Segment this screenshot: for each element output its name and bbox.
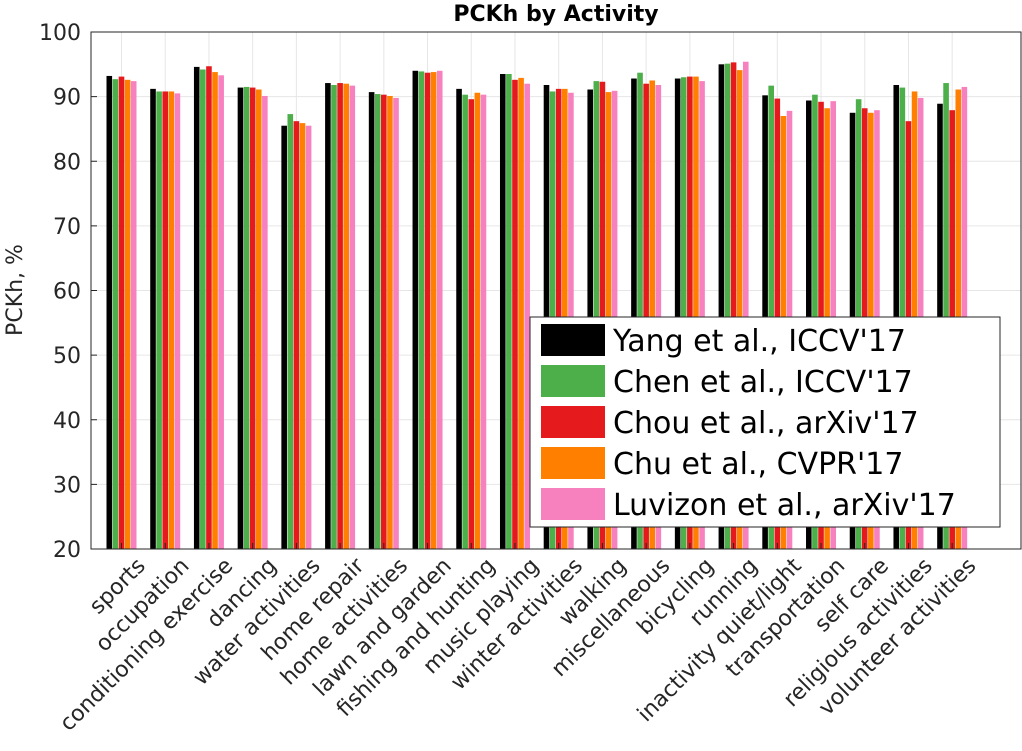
bar: [193, 66, 200, 550]
y-tick-label: 70: [53, 215, 81, 240]
bar: [418, 71, 425, 549]
y-tick-label: 20: [53, 538, 81, 563]
legend-swatch: [541, 365, 605, 397]
bar: [206, 66, 212, 549]
y-tick-label: 90: [53, 86, 81, 111]
y-tick-label: 30: [53, 473, 81, 498]
bar: [462, 94, 468, 549]
y-tick-label: 50: [53, 344, 81, 369]
bar: [424, 72, 431, 550]
legend: Yang et al., ICCV'17 Chen et al., ICCV'17…: [529, 316, 1001, 528]
bar: [299, 123, 306, 549]
bar: [174, 93, 181, 550]
legend-label: Chen et al., ICCV'17: [613, 365, 913, 400]
bar: [718, 64, 725, 549]
bar: [512, 79, 518, 549]
bar: [293, 121, 300, 550]
bar: [412, 70, 419, 550]
bar: [200, 69, 206, 550]
x-tick-label: conditioning exercise: [55, 554, 238, 737]
bar: [287, 114, 294, 549]
bar: [430, 72, 437, 549]
bar: [381, 94, 387, 549]
y-axis-ticks: 20 30 40 50 60 70 80 90 100: [39, 21, 97, 563]
legend-label: Chu et al., CVPR'17: [613, 447, 903, 482]
bar: [325, 83, 331, 550]
bar: [343, 83, 349, 549]
legend-swatch: [541, 406, 605, 438]
bar: [218, 75, 224, 549]
y-tick-label: 40: [53, 409, 81, 434]
bar: [112, 79, 119, 550]
bar: [943, 83, 949, 550]
y-axis-label: PCKh, %: [3, 244, 28, 336]
bar: [249, 87, 256, 549]
bar: [150, 88, 156, 550]
bar: [599, 81, 606, 549]
bar: [305, 125, 312, 550]
bar: [387, 95, 393, 549]
bar: [262, 95, 268, 549]
bar: [693, 76, 699, 549]
bar: [168, 91, 175, 549]
legend-label: Yang et al., ICCV'17: [612, 324, 906, 359]
bar: [637, 72, 643, 550]
bar: [106, 75, 113, 549]
bar: [730, 62, 737, 549]
bar: [593, 81, 600, 550]
bar: [680, 77, 687, 550]
bar: [130, 81, 137, 550]
bar: [499, 74, 506, 549]
bar: [156, 91, 162, 549]
legend-swatch: [541, 488, 605, 520]
legend-label: Luvizon et al., arXiv'17: [613, 488, 956, 523]
y-tick-label: 60: [53, 280, 81, 305]
bar: [674, 78, 681, 549]
bar: [349, 85, 356, 550]
bar: [281, 125, 287, 550]
bar: [724, 63, 731, 549]
bar: [643, 83, 649, 549]
bar: [524, 83, 530, 549]
y-tick-label: 100: [39, 21, 81, 46]
chart-title: PCKh by Activity: [453, 2, 658, 27]
bar: [374, 94, 381, 549]
bar: [337, 83, 343, 550]
y-tick-label: 80: [53, 150, 81, 175]
bar: [331, 84, 337, 550]
bar: [212, 72, 218, 549]
bar: [162, 91, 169, 549]
bar: [255, 89, 262, 550]
bar: [436, 70, 443, 550]
bar: [393, 97, 399, 549]
bar: [237, 87, 244, 549]
bar: [243, 86, 250, 550]
legend-swatch: [541, 447, 605, 479]
bar: [506, 74, 512, 549]
bar: [736, 70, 743, 549]
legend-label: Chou et al., arXiv'17: [613, 406, 919, 441]
bar: [518, 77, 524, 549]
bar: [456, 88, 462, 550]
bar: [124, 79, 131, 549]
bar: [631, 78, 637, 549]
bar: [468, 99, 475, 550]
bar: [368, 92, 375, 549]
bar: [742, 61, 749, 549]
legend-box: [529, 316, 1001, 528]
legend-swatch: [541, 324, 605, 356]
bar: [474, 92, 481, 549]
bar: [699, 81, 705, 550]
bar: [480, 94, 487, 549]
bar: [649, 80, 656, 549]
bar: [118, 76, 125, 549]
bar: [687, 76, 693, 549]
